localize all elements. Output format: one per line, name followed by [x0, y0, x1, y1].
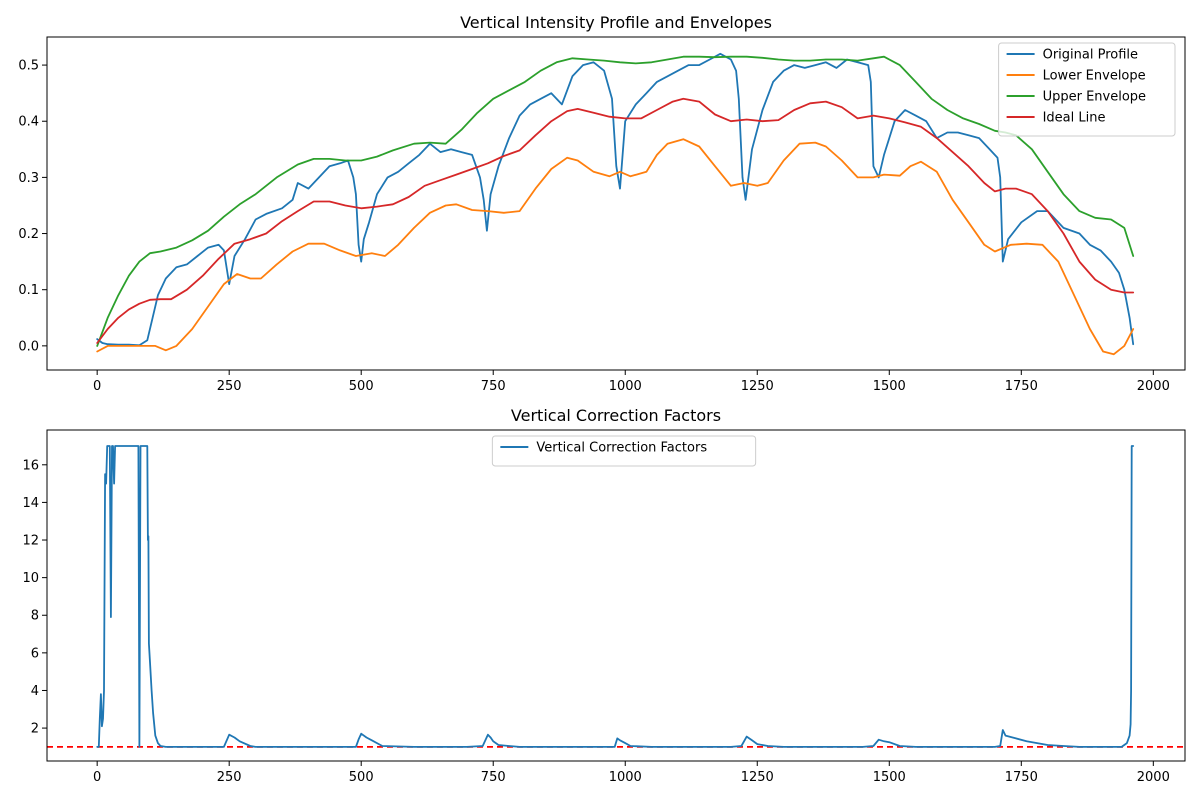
chart-1-y-tick-label: 0.4 [18, 115, 39, 130]
chart-2: Vertical Correction Factors 0 250 500 750 100… [22, 406, 1186, 785]
chart-1-x-tick-label: 1750 [1005, 379, 1038, 394]
chart-2-y-tick-label: 4 [31, 684, 39, 699]
chart-1-series-original-profile [96, 52, 1135, 347]
chart-1-y-tick-label: 0.1 [18, 283, 39, 298]
chart-2-y-tick-label: 8 [31, 609, 39, 624]
chart-2-series-vertical-correction-factors [96, 445, 1135, 748]
chart-2-y-tick-label: 14 [22, 496, 39, 511]
chart-1-legend-box [998, 42, 1176, 137]
chart-2-plot-area [47, 445, 1185, 748]
chart-1-legend-label-upper-envelope: Upper Envelope [1043, 90, 1146, 105]
chart-2-x-tick-label: 250 [217, 770, 242, 785]
chart-1-series-lower-envelope [96, 138, 1135, 356]
chart-2-y-tick-label: 12 [22, 534, 39, 549]
chart-2-x-tick-label: 1000 [609, 770, 642, 785]
chart-1-x-tick-label: 1000 [609, 379, 642, 394]
chart-1: Vertical Intensity Profile and Envelopes… [18, 13, 1186, 394]
chart-1-legend-label-original-profile: Original Profile [1043, 48, 1138, 63]
chart-2-legend: Vertical Correction Factors [491, 435, 757, 467]
chart-1-y-tick-label: 0.5 [18, 59, 39, 74]
chart-2-legend-box [491, 435, 757, 467]
chart-2-y-tick-label: 10 [22, 571, 39, 586]
chart-2-title: Vertical Correction Factors [511, 406, 721, 425]
chart-1-legend-label-ideal-line: Ideal Line [1043, 111, 1106, 126]
chart-1-legend-label-lower-envelope: Lower Envelope [1043, 69, 1146, 84]
chart-1-y-tick-label: 0.3 [18, 171, 39, 186]
chart-1-series-ideal-line [96, 97, 1135, 344]
chart-2-x-tick-label: 500 [349, 770, 374, 785]
chart-1-y-tick-label: 0.0 [18, 339, 39, 354]
chart-1-title: Vertical Intensity Profile and Envelopes [460, 13, 772, 32]
chart-1-axes-frame [46, 36, 1186, 371]
chart-2-x-tick-label: 750 [481, 770, 506, 785]
chart-1-x-tick-label: 500 [349, 379, 374, 394]
chart-2-axes-frame [46, 429, 1186, 762]
chart-1-x-tick-label: 1500 [873, 379, 906, 394]
chart-2-y-tick-label: 6 [31, 646, 39, 661]
chart-2-x-tick-label: 2000 [1137, 770, 1170, 785]
chart-1-legend: Original Profile Lower Envelope Upper Enve… [998, 42, 1176, 137]
chart-1-y-tick-label: 0.2 [18, 227, 39, 242]
chart-2-x-tick-label: 1250 [741, 770, 774, 785]
chart-2-x-tick-label: 1750 [1005, 770, 1038, 785]
chart-2-x-tick-label: 0 [93, 770, 101, 785]
chart-1-plot-area [96, 52, 1135, 356]
chart-1-series-upper-envelope [96, 55, 1135, 347]
chart-2-y-tick-label: 2 [31, 722, 39, 737]
chart-1-x-tick-label: 1250 [741, 379, 774, 394]
chart-2-legend-label-vertical-correction-factors: Vertical Correction Factors [536, 441, 707, 456]
chart-1-x-tick-label: 250 [217, 379, 242, 394]
chart-1-x-tick-label: 0 [93, 379, 101, 394]
chart-2-x-tick-label: 1500 [873, 770, 906, 785]
chart-2-y-tick-label: 16 [22, 458, 39, 473]
chart-1-x-tick-label: 2000 [1137, 379, 1170, 394]
chart-1-x-tick-label: 750 [481, 379, 506, 394]
